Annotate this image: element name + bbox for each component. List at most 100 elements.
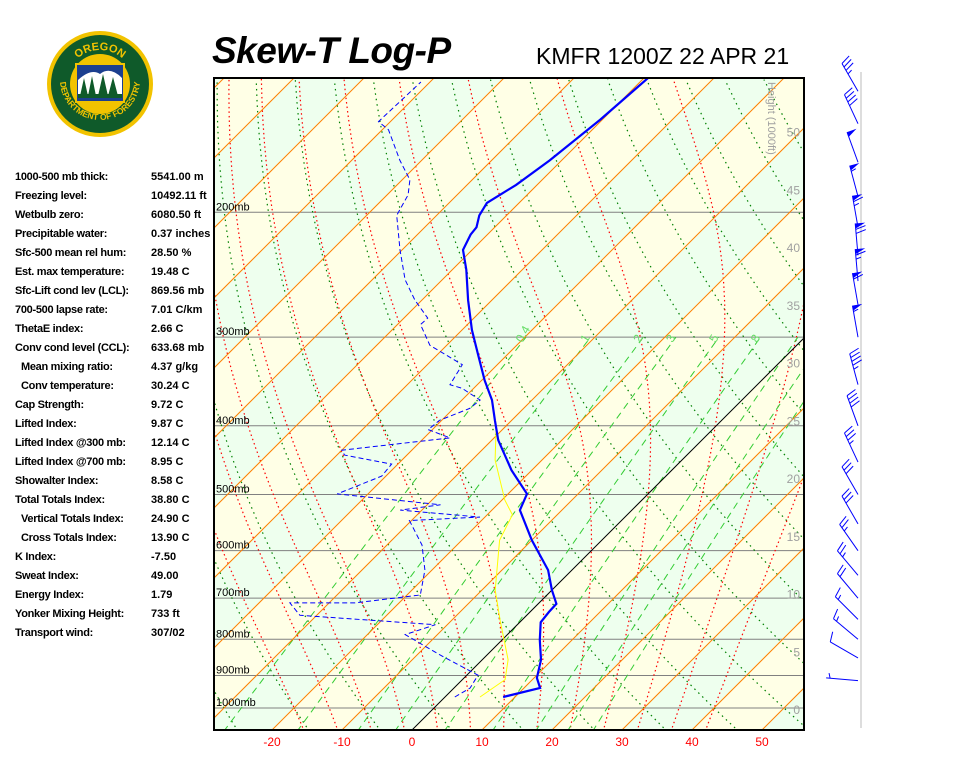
stat-value: 49.00 — [151, 570, 179, 582]
wind-barb-staff — [851, 195, 859, 228]
stat-label: Cap Strength: — [15, 399, 84, 411]
height-tick-label: 35 — [787, 299, 801, 313]
stat-label: Sfc-Lift cond lev (LCL): — [15, 285, 129, 297]
stat-value: 307/02 — [151, 627, 185, 639]
wind-barb-feather — [839, 515, 847, 525]
zero-isotherm — [411, 337, 804, 730]
isotherm-line — [214, 78, 785, 649]
temperature-band — [0, 78, 14, 730]
stat-label: Conv temperature: — [21, 380, 114, 392]
height-tick-label: 25 — [787, 414, 801, 428]
stat-label: Freezing level: — [15, 190, 87, 202]
wind-barb-staff — [841, 466, 859, 495]
wind-barb-half-feather — [842, 552, 846, 558]
mixing-ratio-line — [492, 336, 761, 730]
isotherm-line — [214, 78, 505, 369]
wind-barb — [826, 672, 859, 682]
temperature-band — [0, 78, 154, 730]
wind-barb-feather — [843, 462, 852, 471]
wind-barb-pennant — [852, 303, 863, 311]
wind-barb-half-feather — [853, 202, 860, 207]
stat-value: 13.90 C — [151, 532, 190, 544]
temperature-band — [214, 128, 804, 730]
stat-label: Lifted Index: — [15, 418, 77, 430]
wind-barb-feather — [837, 541, 844, 552]
wind-barb — [841, 488, 859, 525]
oregon-department-of-forestry-logo: OREGON DEPARTMENT OF FORESTRY — [47, 31, 153, 137]
stat-label: Cross Totals Index: — [21, 532, 117, 544]
stat-value: 733 ft — [151, 608, 180, 620]
stat-row: Cap Strength: 9.72 C — [15, 396, 213, 415]
stat-label: Vertical Totals Index: — [21, 513, 124, 525]
wind-barb-feather — [849, 98, 858, 106]
wind-barb — [834, 587, 859, 620]
stat-label: Precipitable water: — [15, 228, 108, 240]
stat-row: Wetbulb zero: 6080.50 ft — [15, 206, 213, 225]
wind-barb-half-feather — [851, 168, 856, 172]
wind-barb-feather — [855, 229, 866, 234]
isotherm-line — [481, 407, 804, 730]
isobar-label: 800mb — [216, 628, 250, 640]
wind-barb — [851, 194, 864, 228]
stat-row: 700-500 lapse rate: 7.01 C/km — [15, 301, 213, 320]
mixing-ratio-line — [357, 336, 644, 730]
wind-barb-feather — [845, 495, 854, 504]
isobar-label: 400mb — [216, 415, 250, 427]
stat-row: Conv cond level (CCL): 633.68 mb — [15, 339, 213, 358]
wind-barb-feather — [845, 90, 855, 99]
x-tick-label: 40 — [685, 735, 699, 749]
isotherm-line — [214, 78, 645, 509]
svg-text:OREGON: OREGON — [72, 41, 127, 61]
mixing-ratio-line — [395, 336, 677, 730]
wind-barb-staff — [846, 131, 859, 163]
wind-barb — [851, 303, 863, 338]
isotherm-line — [341, 267, 804, 730]
x-tick-label: 0 — [409, 735, 416, 749]
stat-row: Est. max temperature: 19.48 C — [15, 263, 213, 282]
wind-barb-feather — [841, 519, 849, 529]
dry-adiabat — [214, 398, 381, 730]
isobar-label: 200mb — [216, 201, 250, 213]
stat-value: 30.24 C — [151, 380, 190, 392]
wind-barb-staff — [841, 63, 859, 92]
dry-adiabat — [333, 79, 667, 730]
x-tick-label: 10 — [475, 735, 489, 749]
stat-row: Lifted Index @700 mb: 8.95 C — [15, 453, 213, 472]
stat-label: Conv cond level (CCL): — [15, 342, 130, 354]
isotherm-line — [551, 477, 804, 730]
stat-row: Sweat Index: 49.00 — [15, 567, 213, 586]
wind-barb-staff — [833, 618, 859, 640]
wind-barb-staff — [844, 432, 859, 463]
height-tick-label: 5 — [793, 645, 800, 659]
stat-label: Wetbulb zero: — [15, 209, 84, 221]
moist-adiabat — [467, 78, 593, 730]
isobar-label: 300mb — [216, 326, 250, 338]
isotherm-line — [214, 78, 715, 579]
wind-barb — [849, 347, 862, 385]
stat-label: Yonker Mixing Height: — [15, 608, 125, 620]
stat-label: 1000-500 mb thick: — [15, 171, 109, 183]
wind-barb-feather — [843, 491, 852, 500]
temperature-band — [832, 78, 960, 730]
wind-barb-feather — [834, 587, 841, 598]
stat-row: Freezing level: 10492.11 ft — [15, 187, 213, 206]
temperature-band — [0, 78, 84, 730]
stat-label: Energy Index: — [15, 589, 84, 601]
stat-label: Mean mixing ratio: — [21, 361, 113, 373]
mixing-ratio-line — [224, 336, 527, 730]
wind-barb-feather — [855, 250, 866, 256]
dry-adiabat — [489, 79, 804, 602]
wind-barb-feather — [851, 355, 861, 362]
isotherm-line — [0, 78, 154, 730]
isotherm-line — [214, 78, 225, 89]
stat-row: ThetaE index: 2.66 C — [15, 320, 213, 339]
wind-barb-feather — [837, 564, 844, 574]
stat-label: Lifted Index @300 mb: — [15, 437, 126, 449]
wind-barb-staff — [841, 495, 859, 525]
stat-value: 10492.11 ft — [151, 190, 207, 202]
mixing-ratio-line — [592, 400, 804, 730]
wind-barb — [839, 515, 859, 551]
wind-barb-half-feather — [843, 526, 848, 532]
wind-barb-feather — [847, 432, 856, 441]
